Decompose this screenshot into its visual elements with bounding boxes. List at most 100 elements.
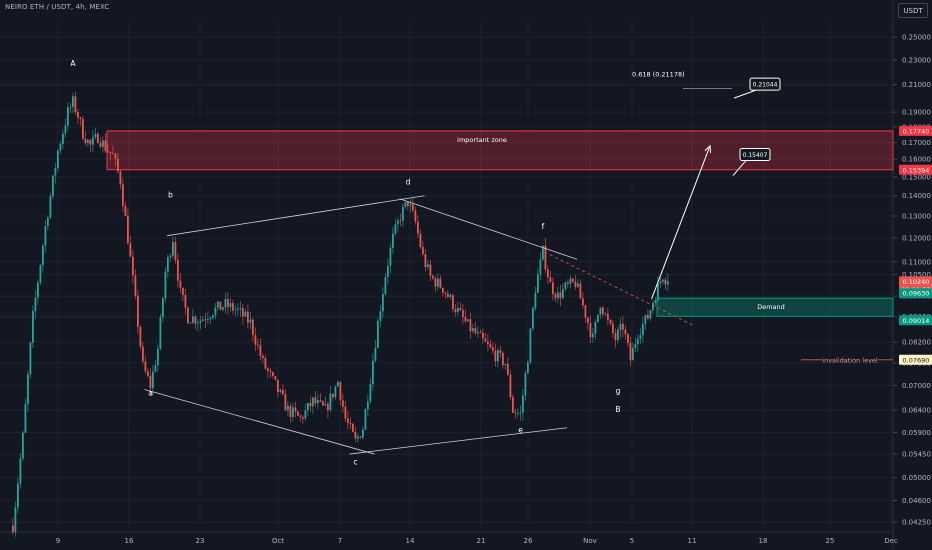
trend-line: [349, 427, 568, 455]
wave-label: g: [616, 386, 621, 395]
candle-body: [457, 307, 459, 312]
candle-body: [74, 96, 77, 113]
candle-body: [562, 289, 564, 299]
candle-body: [89, 139, 92, 145]
candle-body: [317, 400, 319, 404]
candle-body: [437, 278, 439, 287]
currency-unit-button[interactable]: USDT: [898, 3, 928, 18]
candle-body: [522, 395, 524, 413]
candle-body: [94, 133, 97, 138]
candle-body: [24, 404, 27, 433]
candle-body: [602, 307, 604, 315]
wave-label: a: [148, 388, 153, 397]
candle-body: [149, 376, 152, 389]
candle-body: [479, 332, 482, 333]
candle-body: [647, 314, 649, 319]
candle-body: [189, 322, 192, 324]
price-axis-label-text: 0.09014: [903, 317, 930, 325]
candle-body: [612, 323, 614, 333]
candle-body: [109, 151, 112, 154]
candle-body: [144, 361, 147, 372]
candle-body: [99, 143, 102, 147]
candle-body: [92, 137, 94, 145]
dashed-trend-line: [544, 251, 695, 327]
candle-body: [294, 407, 297, 412]
candle-body: [469, 319, 472, 332]
candle-body: [394, 224, 397, 234]
candle-body: [297, 411, 299, 416]
wave-label: f: [542, 222, 545, 231]
candle-body: [267, 368, 269, 371]
candle-body: [69, 106, 72, 108]
candle-body: [192, 316, 194, 323]
candle-body: [534, 292, 537, 309]
candle-body: [304, 410, 307, 419]
target-callout-box: [749, 77, 781, 91]
candle-body: [482, 332, 484, 339]
candle-body: [314, 397, 317, 404]
candle-body: [452, 295, 454, 310]
candle-body: [354, 431, 357, 439]
candle-body: [509, 374, 512, 398]
candle-body: [589, 322, 592, 338]
candle-body: [592, 333, 594, 338]
target-callout-pointer: [733, 89, 757, 99]
candle-body: [44, 225, 47, 246]
candle-body: [224, 299, 227, 308]
candle-body: [204, 319, 207, 321]
candle-body: [447, 293, 449, 298]
candle-body: [34, 297, 37, 311]
demand-zone: [656, 297, 894, 317]
candle-body: [174, 242, 177, 261]
candle-body: [322, 401, 324, 406]
trend-line: [166, 195, 425, 237]
candle-body: [514, 412, 517, 414]
candle-body: [572, 278, 574, 282]
candle-body: [19, 458, 22, 484]
price-axis-label: [899, 164, 932, 175]
candle-body: [237, 308, 239, 310]
y-axis[interactable]: 0.04250 0.04600 0.05000 0.05450 0.05900 0.064…: [893, 33, 931, 527]
candle-body: [364, 409, 367, 430]
x-tick-label: Nov: [583, 537, 597, 545]
candle-body: [234, 309, 237, 311]
candle-body: [544, 245, 547, 270]
candle-body: [22, 432, 24, 459]
candle-body: [467, 319, 469, 322]
candle-body: [117, 158, 119, 172]
candle-body: [517, 412, 519, 414]
price-axis-label: [899, 125, 932, 136]
candle-body: [454, 309, 457, 312]
candle-body: [332, 393, 334, 398]
candle-body: [402, 206, 404, 221]
candle-body: [169, 255, 172, 258]
candle-body: [652, 302, 654, 311]
candle-body: [667, 281, 669, 285]
y-tick-label: 0.14000: [902, 192, 931, 200]
candle-body: [47, 217, 49, 226]
candle-body: [417, 221, 419, 234]
important-zone-label: important zone: [457, 136, 507, 144]
candle-body: [64, 125, 67, 134]
candle-body: [634, 344, 637, 348]
candle-body: [199, 320, 202, 323]
candle-body: [239, 307, 242, 309]
candle-body: [484, 338, 487, 342]
price-axis-label-text: 0.10240: [903, 278, 930, 286]
candle-body: [104, 140, 107, 152]
target-callout-label: 0.21044: [753, 82, 778, 89]
candle-body: [252, 319, 254, 335]
candle-body: [194, 316, 197, 324]
candle-body: [227, 299, 229, 307]
candle-body: [384, 277, 387, 295]
price-labels: 0.177400.153940.1024001:11:530.096300.09…: [899, 125, 932, 365]
candle-body: [214, 307, 217, 316]
projection-arrow-line: [651, 145, 711, 300]
candle-body: [549, 277, 552, 283]
candle-body: [529, 328, 532, 363]
candle-body: [119, 171, 122, 185]
candle-body: [337, 381, 339, 387]
candle-body: [122, 184, 124, 206]
candle-body: [399, 220, 402, 222]
